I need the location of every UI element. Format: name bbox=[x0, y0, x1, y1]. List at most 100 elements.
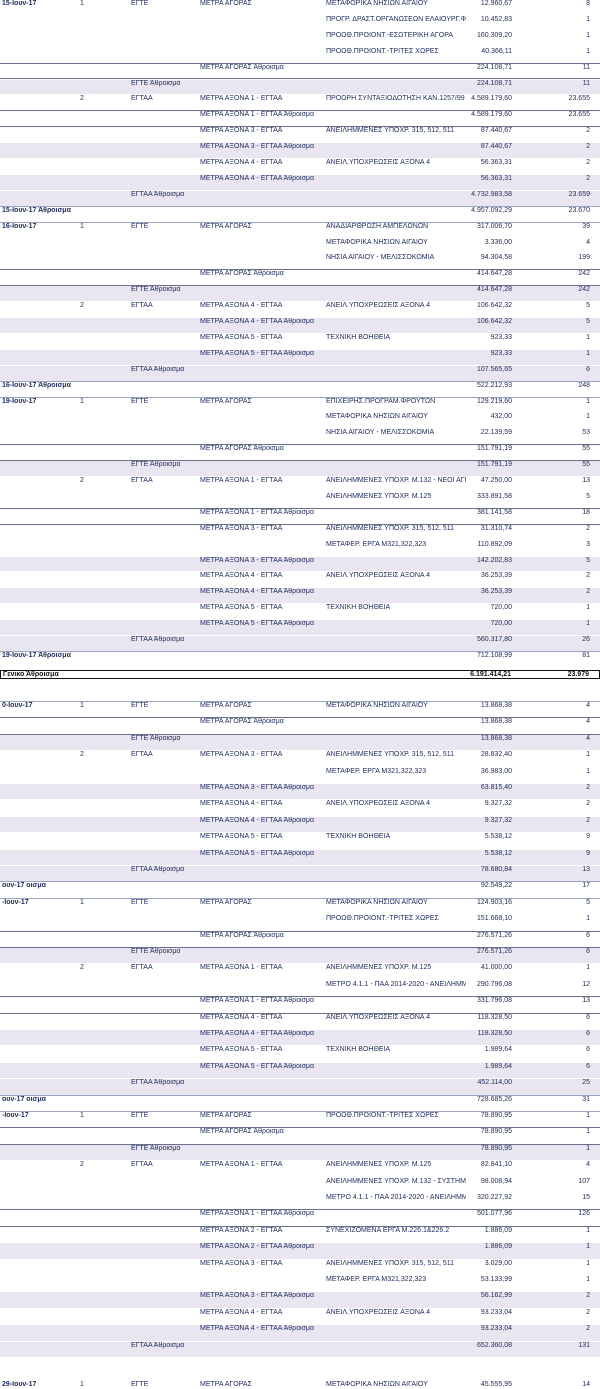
table-row: 2 ΕΓΤΑΑ ΜΕΤΡΑ ΑΞΟΝΑ 4 - ΕΓΤΑΑ ΑΝΕΙΛ.ΥΠΟΧΡΕΩ… bbox=[0, 302, 600, 317]
table-cell: ΕΓΤΑΑ Άθροισμα bbox=[131, 1341, 185, 1349]
table-cell: 39 bbox=[582, 222, 590, 230]
table-cell: ΕΓΤΑΑ bbox=[131, 95, 153, 103]
table-cell: ΜΕΤΡΑ ΑΓΟΡΑΣ bbox=[200, 222, 252, 230]
table-cell: ΕΓΤΕ Άθροισμα bbox=[131, 461, 181, 469]
table-cell: ΕΓΤΑΑ bbox=[131, 964, 153, 972]
table-cell: 333.891,58 bbox=[476, 492, 512, 500]
table-cell: ΜΕΤΡΑ ΑΞΟΝΑ 4 - ΕΓΤΑΑ bbox=[200, 572, 283, 580]
table-cell: ΜΕΤΡΟ 4.1.1 - ΠΑΑ 2014-2020 - ΑΝΕΙΛΗΜΜΕΝ… bbox=[326, 980, 466, 988]
table-cell: 23.655 bbox=[568, 111, 590, 119]
table-cell: 1 bbox=[586, 915, 590, 923]
table-cell: 1 bbox=[586, 767, 590, 775]
table-cell: 276.571,26 bbox=[476, 948, 512, 955]
table-cell: 5 bbox=[586, 492, 590, 500]
table-row: 2 ΕΓΤΑΑ ΜΕΤΡΑ ΑΞΟΝΑ 1 - ΕΓΤΑΑ ΠΡΟΩΡΗ ΣΥΝΤΑΞ… bbox=[0, 95, 600, 110]
table-cell: ΕΓΤΕ bbox=[131, 0, 149, 7]
table-cell: 0-Ιουν-17 bbox=[2, 702, 33, 709]
table-cell: 1 bbox=[586, 1276, 590, 1283]
table-cell: ΤΕΧΝΙΚΗ ΒΟΗΘΕΙΑ bbox=[326, 604, 391, 612]
table-cell: 63.815,40 bbox=[480, 784, 512, 791]
table-cell: 9 bbox=[586, 849, 590, 857]
table-row: ΕΓΤΑΑ Άθροισμα 107.565,65 6 bbox=[0, 365, 600, 381]
table-row: -Ιουν-17 1 ΕΓΤΕ ΜΕΤΡΑ ΑΓΟΡΑΣ ΜΕΤΑΦΟΡΙΚΑ ΝΗΣΙ… bbox=[0, 899, 600, 914]
table-cell: 1.886,09 bbox=[484, 1226, 512, 1234]
table-cell: 720,00 bbox=[490, 620, 512, 628]
table-cell: ΠΡΟΩΘ.ΠΡΟΙΟΝΤ.-ΕΣΩΤΕΡΙΚΗ ΑΓΟΡΑ bbox=[326, 31, 454, 39]
table-row: ΑΝΕΙΛΗΜΜΕΝΕΣ ΥΠΟΧΡ. Μ.132 - ΣΥΣΤΗΜΑΤΑ ΠΟ… bbox=[0, 1178, 600, 1193]
table-row: ΜΕΤΡΑ ΑΞΟΝΑ 2 - ΕΓΤΑΑ ΣΥΝΕΧΙΖΟΜΕΝΑ ΕΡΓΑ Μ… bbox=[0, 1227, 600, 1242]
table-cell: ΠΡΟΩΘ.ΠΡΟΙΟΝΤ.-ΤΡΙΤΕΣ ΧΩΡΕΣ bbox=[326, 1112, 439, 1119]
table-cell: ΑΝΕΙΛ.ΥΠΟΧΡΕΩΣΕΙΣ ΑΞΟΝΑ 4 bbox=[326, 1013, 431, 1021]
table-cell: 317.006,70 bbox=[476, 222, 512, 230]
table-cell: ΜΕΤΡΑ ΑΞΟΝΑ 4 - ΕΓΤΑΑ Άθροισμα bbox=[200, 1030, 315, 1037]
table-cell: 82.841,10 bbox=[480, 1161, 512, 1169]
table-cell: 92.549,22 bbox=[480, 882, 512, 890]
table-cell: 199 bbox=[578, 254, 590, 262]
table-cell: 5 bbox=[586, 898, 590, 906]
table-cell: ΜΕΤΑΦΟΡΙΚΑ ΝΗΣΙΩΝ ΑΙΓΑΙΟΥ bbox=[326, 702, 428, 709]
table-cell: 118.328,50 bbox=[477, 1013, 512, 1021]
table-cell: ΜΕΤΡΑ ΑΓΟΡΑΣ bbox=[200, 1112, 252, 1119]
table-cell: ΜΕΤΡΑ ΑΓΟΡΑΣ Άθροισμα bbox=[200, 931, 284, 939]
table-cell: 1 bbox=[586, 1144, 590, 1152]
cell-description: ΜΕΤΑΦΟΡΙΚΑ ΝΗΣΙΩΝ ΑΙΓΑΙΟΥ bbox=[326, 1381, 428, 1388]
table-cell: ΜΕΤΡΑ ΑΞΟΝΑ 1 - ΕΓΤΑΑ bbox=[200, 964, 283, 972]
table-row: ΜΕΤΡΑ ΑΞΟΝΑ 3 - ΕΓΤΑΑ Άθροισμα 142.202,83… bbox=[0, 556, 600, 572]
table-cell: 4.732.983,58 bbox=[471, 190, 512, 198]
table-cell: 652.360,08 bbox=[476, 1341, 512, 1349]
table-cell: 2 bbox=[586, 816, 590, 824]
table-cell: 923,33 bbox=[490, 333, 512, 341]
table-cell: 16-Ιουν-17 bbox=[2, 222, 37, 230]
table-cell: 2 bbox=[80, 964, 84, 972]
table-row: ΜΕΤΡΑ ΑΞΟΝΑ 5 - ΕΓΤΑΑ Άθροισμα 720,00 1 bbox=[0, 620, 600, 635]
table-row: ΜΕΤΡΑ ΑΞΟΝΑ 5 - ΕΓΤΑΑ ΤΕΧΝΙΚΗ ΒΟΗΘΕΙΑ 1.98… bbox=[0, 1046, 600, 1061]
table-cell: 93.233,04 bbox=[480, 1325, 512, 1333]
table-cell: ΜΕΤΡΑ ΑΞΟΝΑ 4 - ΕΓΤΑΑ Άθροισμα bbox=[200, 1325, 315, 1333]
table-cell: 1 bbox=[586, 397, 590, 405]
table-cell: 1 bbox=[586, 47, 590, 55]
table-cell: ΜΕΤΡΑ ΑΓΟΡΑΣ Άθροισμα bbox=[200, 1128, 284, 1136]
table-cell: 276.571,26 bbox=[476, 931, 512, 939]
table-cell: 151.791,19 bbox=[476, 461, 512, 469]
table-row: ΕΓΤΑΑ Άθροισμα 4.732.983,58 23.659 bbox=[0, 190, 600, 206]
table-cell: ΜΕΤΡΑ ΑΞΟΝΑ 4 - ΕΓΤΑΑ Άθροισμα bbox=[200, 816, 315, 824]
table-cell: ΜΕΤΡΑ ΑΞΟΝΑ 5 - ΕΓΤΑΑ Άθροισμα bbox=[200, 349, 315, 357]
table-cell: 106.642,32 bbox=[476, 318, 512, 325]
table-cell: 3 bbox=[586, 540, 590, 548]
table-cell: 2 bbox=[586, 127, 590, 135]
table-cell: ΜΕΤΡΑ ΑΓΟΡΑΣ Άθροισμα bbox=[200, 63, 284, 71]
table-cell: 36.253,39 bbox=[480, 588, 512, 596]
table-row: ΕΓΤΕ Άθροισμα 224.108,71 11 bbox=[0, 79, 600, 95]
table-cell: 501.077,96 bbox=[476, 1210, 512, 1218]
table-row: ΜΕΤΡΑ ΑΞΟΝΑ 3 - ΕΓΤΑΑ Άθροισμα 63.815,40 2 bbox=[0, 784, 600, 800]
table-cell: 1 bbox=[80, 222, 84, 230]
table-cell: 15-Ιουν-17 bbox=[2, 0, 37, 7]
table-cell: 1 bbox=[80, 397, 84, 405]
table-cell: ΜΕΤΑΦΕΡ. ΕΡΓΑ Μ321,322,323 bbox=[326, 540, 427, 548]
table-cell: 1 bbox=[586, 31, 590, 39]
table-cell: 106.642,32 bbox=[476, 302, 512, 310]
table-cell: ΑΝΕΙΛΗΜΜΕΝΕΣ ΥΠΟΧΡ. Μ.132 - ΣΥΣΤΗΜΑΤΑ ΠΟ… bbox=[326, 1177, 466, 1185]
group-divider bbox=[0, 881, 600, 883]
table-row: ΜΕΤΡΑ ΑΓΟΡΑΣ Άθροισμα 151.791,19 55 bbox=[0, 444, 600, 462]
table-cell: 290.796,08 bbox=[476, 980, 512, 988]
table-cell: 728.685,26 bbox=[476, 1095, 512, 1103]
group-divider bbox=[0, 701, 600, 702]
table-cell: 81 bbox=[582, 651, 590, 659]
table-cell: ΜΕΤΡΑ ΑΞΟΝΑ 1 - ΕΓΤΑΑ Άθροισμα bbox=[200, 508, 315, 516]
table-cell: ΑΝΑΔΙΑΡΘΡΩΣΗ ΑΜΠΕΛΩΝΩΝ bbox=[326, 222, 429, 230]
table-cell: 53 bbox=[582, 429, 590, 437]
table-cell: 1 bbox=[586, 15, 590, 23]
table-cell: 12 bbox=[582, 980, 590, 988]
table-cell: ΕΓΤΕ bbox=[131, 702, 149, 709]
table-cell: ΜΕΤΡΑ ΑΓΟΡΑΣ bbox=[200, 0, 252, 7]
table-row: ΜΕΤΡΑ ΑΞΟΝΑ 4 - ΕΓΤΑΑ Άθροισμα 9.327,32 2 bbox=[0, 816, 600, 833]
table-cell: 31.310,74 bbox=[480, 524, 512, 532]
table-cell: ΑΝΕΙΛΗΜΜΕΝΕΣ ΥΠΟΧΡ. 315, 512, 511 bbox=[326, 524, 455, 532]
group-divider bbox=[0, 1111, 600, 1112]
table-cell: 17 bbox=[582, 882, 590, 890]
grand-total-count: 23.979 bbox=[567, 671, 589, 678]
table-cell: 242 bbox=[578, 286, 590, 294]
table-cell: 1 bbox=[586, 751, 590, 759]
table-cell: 1 bbox=[80, 898, 84, 906]
